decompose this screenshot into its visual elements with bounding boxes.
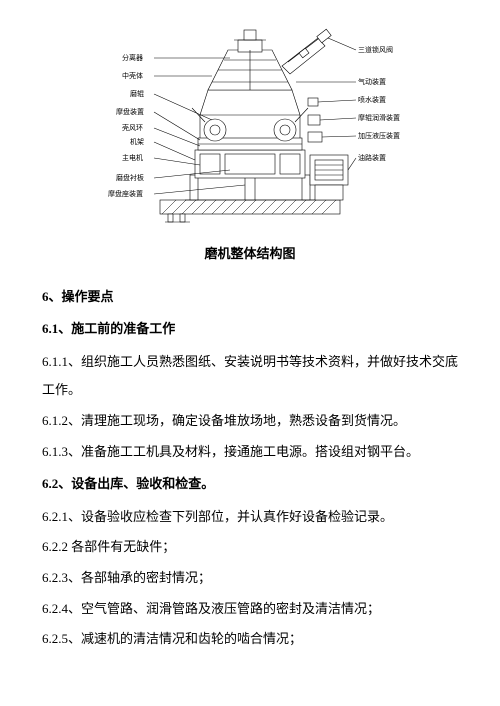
diagram-container: 分离器 中壳体 磨辊 摩盘装置 壳风环 机架 主电机 磨盘衬板 摩盘座装置 三道… <box>42 20 458 230</box>
heading-6: 6、操作要点 <box>42 283 458 312</box>
label-lock-valve: 三道锁风阀 <box>358 45 393 54</box>
label-mid-shell: 中壳体 <box>122 71 143 80</box>
para-6-2-3: 6.2.3、各部轴承的密封情况； <box>42 564 458 593</box>
para-6-2-5: 6.2.5、减速机的清洁情况和齿轮的啮合情况； <box>42 625 458 654</box>
label-grinding-disc: 摩盘装置 <box>116 107 144 116</box>
para-6-2-4: 6.2.4、空气管路、润滑管路及液压管路的密封及清洁情况； <box>42 595 458 624</box>
label-frame: 机架 <box>130 137 144 146</box>
label-shell-ring: 壳风环 <box>122 123 143 132</box>
label-roller-lube: 摩辊润滑装置 <box>358 113 400 122</box>
para-6-1-2: 6.1.2、清理施工现场，确定设备堆放场地，熟悉设备到货情况。 <box>42 407 458 436</box>
label-disc-seat: 摩盘座装置 <box>108 189 143 198</box>
mill-structure-diagram: 分离器 中壳体 磨辊 摩盘装置 壳风环 机架 主电机 磨盘衬板 摩盘座装置 三道… <box>100 20 400 230</box>
label-separator: 分离器 <box>122 53 143 62</box>
label-water-spray: 喷水装置 <box>358 95 386 104</box>
label-disc-liner: 磨盘衬板 <box>116 173 144 182</box>
label-hydraulic: 加压液压装置 <box>358 131 400 140</box>
para-6-2-2: 6.2.2 各部件有无缺件； <box>42 533 458 562</box>
label-main-motor: 主电机 <box>122 153 143 162</box>
heading-6-1: 6.1、施工前的准备工作 <box>42 315 458 344</box>
label-roller: 磨辊 <box>130 89 144 98</box>
para-6-2-1: 6.2.1、设备验收应检查下列部位，并认真作好设备检验记录。 <box>42 503 458 532</box>
label-pneumatic: 气动装置 <box>358 77 386 86</box>
heading-6-2: 6.2、设备出库、验收和检查。 <box>42 470 458 499</box>
para-6-1-1: 6.1.1、组织施工人员熟悉图纸、安装说明书等技术资料，并做好技术交底工作。 <box>42 348 458 405</box>
para-6-1-3: 6.1.3、准备施工工机具及材料，接通施工电源。搭设组对钢平台。 <box>42 438 458 467</box>
diagram-caption: 磨机整体结构图 <box>42 240 458 269</box>
label-oil-circuit: 油路装置 <box>358 153 386 162</box>
